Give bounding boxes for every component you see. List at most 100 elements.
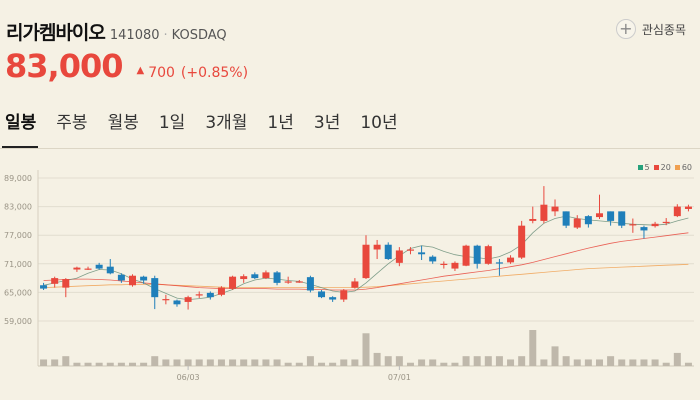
plus-icon[interactable]: + — [615, 19, 636, 39]
tab-1year[interactable]: 1년 — [267, 113, 294, 133]
candle-body — [195, 294, 203, 296]
volume-bar — [540, 359, 548, 366]
volume-bar — [40, 359, 48, 366]
price-chart[interactable]: 89,000 83,000 77,000 71,000 65,000 59,000 06/0… — [0, 150, 700, 400]
volume-bar — [273, 359, 281, 366]
up-triangle-icon: ▲ — [136, 65, 145, 76]
candle-body — [629, 224, 637, 226]
legend-ma20: 20 — [653, 163, 671, 172]
separator-dot: · — [163, 28, 168, 43]
candle-body — [229, 276, 237, 289]
candle-body — [140, 276, 148, 281]
legend-label-ma60: 60 — [681, 163, 692, 172]
volume-bar — [162, 359, 170, 366]
candle-body — [662, 221, 670, 224]
candle-body — [240, 276, 248, 280]
candle-body — [340, 290, 348, 300]
tab-1day[interactable]: 1일 — [158, 113, 186, 133]
volume-bar — [318, 362, 326, 366]
candle-body — [406, 249, 414, 251]
volume-bar — [217, 359, 225, 366]
volume-bar — [140, 362, 148, 366]
candle-body — [429, 256, 437, 262]
ma20-line — [43, 232, 689, 291]
candle-body — [395, 250, 403, 263]
volume-bar — [573, 359, 581, 366]
candle-body — [551, 206, 559, 212]
candle-body — [73, 267, 81, 270]
candle-body — [362, 244, 370, 279]
tab-monthly[interactable]: 월봉 — [107, 113, 139, 133]
candle-body — [206, 292, 214, 298]
candle-body — [640, 227, 648, 231]
volume-bar — [595, 359, 603, 366]
volume-bar — [429, 359, 437, 366]
candle-body — [595, 213, 603, 218]
candle-body — [62, 279, 70, 288]
candle-body — [618, 211, 626, 226]
y-tick-label: 77,000 — [4, 231, 32, 240]
volume-bar — [73, 362, 81, 366]
ma60-line — [43, 263, 689, 289]
y-tick-label: 83,000 — [4, 203, 32, 212]
candle-body — [151, 278, 159, 298]
volume-bar — [117, 362, 125, 366]
candle-body — [117, 274, 125, 281]
tab-weekly[interactable]: 주봉 — [56, 113, 88, 133]
volume-bar — [607, 356, 615, 366]
volume-bar — [384, 356, 392, 366]
volume-bar — [84, 362, 92, 366]
volume-bar — [340, 359, 348, 366]
candle-body — [306, 277, 314, 291]
candle-body — [651, 223, 659, 227]
candle-body — [162, 299, 170, 301]
candle-body — [106, 266, 114, 274]
volume-bar — [651, 359, 659, 366]
candle-body — [418, 252, 426, 255]
candle-body — [273, 272, 281, 283]
candle-body — [95, 264, 103, 269]
candle-body — [373, 244, 381, 250]
volume-bar — [151, 356, 159, 366]
volume-bar — [529, 330, 537, 366]
candle-body — [562, 211, 570, 226]
volume-bar — [262, 359, 270, 366]
candle-body — [507, 257, 515, 263]
volume-bar — [106, 362, 114, 366]
candle-body — [318, 291, 326, 298]
tab-3months[interactable]: 3개월 — [205, 113, 248, 133]
y-tick-label: 59,000 — [4, 317, 32, 326]
tab-daily[interactable]: 일봉 — [5, 113, 37, 133]
volume-bar — [395, 356, 403, 366]
period-tabs: 일봉 주봉 월봉 1일 3개월 1년 3년 10년 — [5, 108, 418, 142]
volume-bar — [495, 356, 503, 366]
volume-bar — [584, 359, 592, 366]
volume-bar — [507, 359, 515, 366]
tab-10years[interactable]: 10년 — [360, 113, 398, 133]
volume-bar — [484, 356, 492, 366]
volume-bar — [229, 359, 237, 366]
favorite-label[interactable]: 관심종목 — [641, 22, 686, 37]
volume-bar — [518, 356, 526, 366]
candle-body — [584, 216, 592, 225]
volume-bar — [473, 356, 481, 366]
volume-bar — [195, 359, 203, 366]
candle-body — [351, 281, 359, 288]
candle-body — [184, 297, 192, 302]
candle-body — [329, 297, 337, 300]
volume-bar — [95, 362, 103, 366]
volume-bar — [462, 356, 470, 366]
tab-3years[interactable]: 3년 — [313, 113, 341, 133]
volume-bar — [629, 359, 637, 366]
legend-label-ma20: 20 — [660, 163, 671, 172]
candle-body — [173, 300, 181, 305]
volume-bar — [662, 362, 670, 366]
candle-body — [217, 287, 225, 295]
volume-bar — [129, 362, 137, 366]
favorite-button[interactable]: + 관심종목 — [615, 19, 686, 39]
volume-bar — [562, 356, 570, 366]
candle-body — [295, 281, 303, 283]
volume-bar — [329, 362, 337, 366]
volume-bar — [206, 359, 214, 366]
volume-bar — [684, 362, 692, 366]
